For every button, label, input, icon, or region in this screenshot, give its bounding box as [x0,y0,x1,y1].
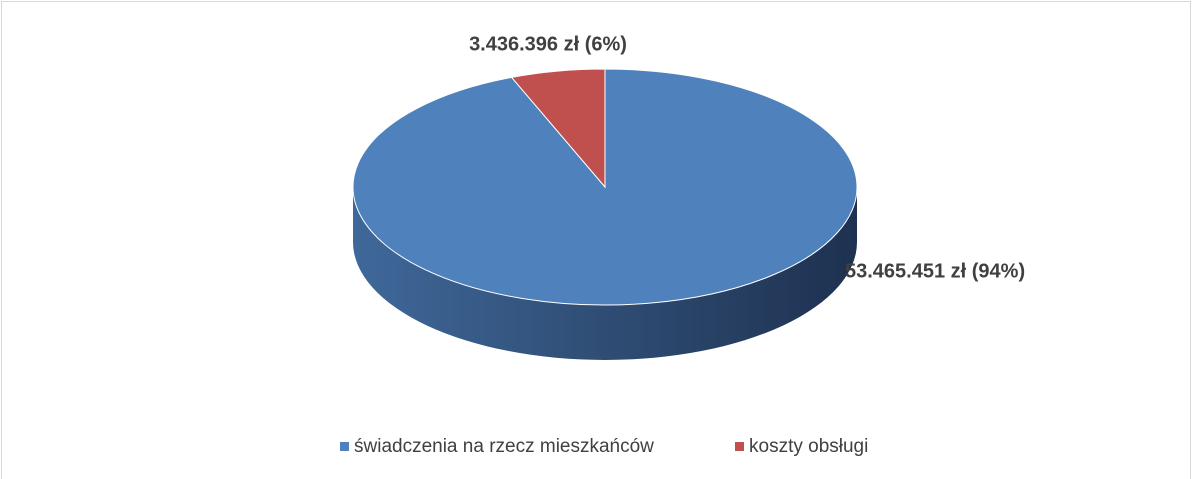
slice [510,68,606,189]
legend-label: świadczenia na rzecz mieszkańców [354,436,654,457]
data-label: 3.436.396 zł (6%) [469,33,627,55]
legend-swatch [735,442,744,451]
legend-label: koszty obsługi [749,436,868,457]
legend-swatch [340,442,349,451]
slice-side [353,187,857,360]
data-label: 53.465.451 zł (94%) [845,260,1025,282]
